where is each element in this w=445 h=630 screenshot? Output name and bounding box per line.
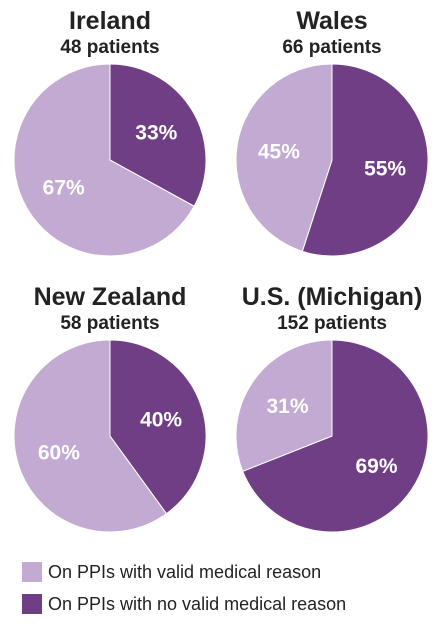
pie-slice-valid <box>235 339 333 472</box>
chart-title: New Zealand <box>34 283 187 311</box>
chart-subtitle: 48 patients <box>60 37 159 58</box>
chart-subtitle: 152 patients <box>277 313 387 334</box>
chart-title: U.S. (Michigan) <box>242 283 423 311</box>
legend-label: On PPIs with valid medical reason <box>48 562 321 582</box>
slice-label: 40% <box>140 408 182 431</box>
pie-slice-no-valid <box>109 63 207 207</box>
slice-label: 31% <box>266 395 308 418</box>
pie-chart-u-s-michigan: U.S. (Michigan)152 patients 69% 31% <box>235 283 429 533</box>
legend-item-valid: On PPIs with valid medical reason <box>22 562 321 582</box>
slice-label: 33% <box>135 122 177 145</box>
legend: On PPIs with valid medical reason On PPIs… <box>22 562 346 614</box>
chart-subtitle: 58 patients <box>60 313 159 334</box>
legend-label: On PPIs with no valid medical reason <box>48 594 346 614</box>
legend-swatch <box>22 562 42 582</box>
pie-slice-no-valid <box>301 63 429 257</box>
chart-subtitle: 66 patients <box>282 37 381 58</box>
legend-item-no-valid: On PPIs with no valid medical reason <box>22 594 346 614</box>
pie-slice-valid <box>13 339 168 533</box>
pie-slice-valid <box>235 63 333 252</box>
slice-label: 45% <box>258 141 300 164</box>
legend-swatch <box>22 594 42 614</box>
slice-label: 67% <box>43 176 85 199</box>
slice-label: 55% <box>364 157 406 180</box>
slice-label: 60% <box>38 442 80 465</box>
chart-title: Wales <box>296 7 367 35</box>
pie-slice-no-valid <box>109 339 207 515</box>
pie-slice-valid <box>13 63 195 257</box>
pie-slice-no-valid <box>242 339 429 533</box>
chart-title: Ireland <box>69 7 151 35</box>
slice-label: 69% <box>355 455 397 478</box>
